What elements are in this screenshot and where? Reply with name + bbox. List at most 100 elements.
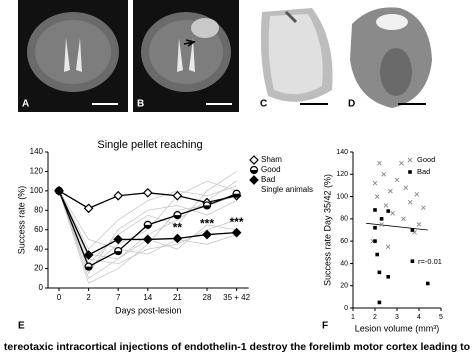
y-tick-label: 100 xyxy=(30,186,44,195)
legend-label: Single animals xyxy=(261,185,313,194)
image-d: D xyxy=(348,7,432,110)
marker xyxy=(142,187,153,198)
x-tick-label: 2 xyxy=(86,293,91,302)
marker xyxy=(377,270,382,275)
image-c: C xyxy=(260,8,333,110)
legend-label: Bad xyxy=(417,167,430,176)
marker-fill xyxy=(144,224,152,229)
x-tick-label: 0 xyxy=(57,293,62,302)
panel-label: C xyxy=(260,99,267,110)
x-tick-label: 1 xyxy=(351,314,355,321)
single-animal-line xyxy=(58,190,237,255)
y-axis-label: Success rate (%) xyxy=(16,186,26,255)
x-axis-label: Lesion volume (mm³) xyxy=(355,323,440,333)
image-a: A xyxy=(18,0,128,112)
marker xyxy=(416,222,422,227)
marker xyxy=(407,199,413,205)
marker xyxy=(379,222,384,227)
marker-fill xyxy=(173,215,181,219)
legend-label: Good xyxy=(261,165,281,174)
legend-label: Sham xyxy=(261,155,282,164)
single-animal-line xyxy=(58,185,237,250)
marker-fill xyxy=(233,193,241,198)
marker xyxy=(202,229,212,240)
y-tick-label: 60 xyxy=(34,225,43,234)
marker xyxy=(383,203,389,208)
marker xyxy=(403,185,409,190)
marker xyxy=(375,252,379,257)
y-tick-label: 120 xyxy=(336,171,348,178)
panel-label: E xyxy=(18,321,25,332)
marker xyxy=(374,194,380,199)
marker xyxy=(401,216,406,222)
panel-label: F xyxy=(322,321,328,332)
marker-fill xyxy=(250,170,258,174)
legend-marker xyxy=(407,157,413,163)
marker xyxy=(113,190,124,201)
marker xyxy=(386,209,390,213)
y-tick-label: 80 xyxy=(340,216,348,223)
marker xyxy=(113,234,124,245)
marker xyxy=(142,234,153,245)
fit-line xyxy=(366,222,428,231)
x-axis-label: Days post-lesion xyxy=(115,305,182,315)
y-tick-label: 0 xyxy=(344,305,348,312)
panel-label: B xyxy=(137,99,144,110)
legend-label: Bad xyxy=(261,175,275,184)
marker xyxy=(377,300,382,305)
y-tick-label: 20 xyxy=(34,264,43,273)
marker xyxy=(373,239,377,243)
y-axis-label: Success rate Day 35/42 (%) xyxy=(322,174,332,286)
y-tick-label: 120 xyxy=(30,167,44,176)
legend-marker xyxy=(249,175,259,185)
x-tick-label: 21 xyxy=(173,293,182,302)
y-tick-label: 140 xyxy=(336,149,348,156)
marker xyxy=(414,192,420,197)
marker xyxy=(83,203,94,214)
legend-marker xyxy=(249,155,259,165)
x-tick-label: 35 + 42 xyxy=(223,293,250,302)
significance: *** xyxy=(200,217,214,231)
marker xyxy=(390,210,395,216)
marker-fill xyxy=(203,205,211,209)
marker xyxy=(372,180,378,186)
marker xyxy=(394,177,400,183)
marker xyxy=(231,227,242,238)
single-animal-line xyxy=(58,190,237,275)
panel-label: A xyxy=(22,99,29,110)
marker xyxy=(388,188,393,194)
marker xyxy=(172,190,183,201)
image-b: B xyxy=(133,0,239,112)
y-tick-label: 40 xyxy=(34,244,43,253)
panel-label: D xyxy=(348,99,355,110)
marker xyxy=(83,250,94,260)
marker xyxy=(386,275,390,279)
marker xyxy=(410,228,415,232)
legend-marker xyxy=(408,170,412,174)
x-tick-label: 5 xyxy=(439,314,443,321)
y-tick-label: 20 xyxy=(340,283,348,290)
marker xyxy=(399,160,404,166)
marker xyxy=(381,171,387,177)
x-tick-label: 4 xyxy=(417,314,421,321)
legend-label: Good xyxy=(417,155,435,164)
x-tick-label: 3 xyxy=(395,314,399,321)
y-tick-label: 0 xyxy=(39,283,44,292)
x-tick-label: 2 xyxy=(373,314,377,321)
marker xyxy=(373,225,377,230)
y-tick-label: 60 xyxy=(340,238,348,245)
marker xyxy=(54,186,64,196)
marker xyxy=(426,281,430,286)
marker-fill xyxy=(85,266,93,271)
y-tick-label: 80 xyxy=(34,205,43,214)
y-tick-label: 100 xyxy=(336,193,348,200)
marker xyxy=(373,208,377,212)
x-tick-label: 7 xyxy=(116,293,121,302)
marker xyxy=(379,217,384,221)
y-tick-label: 140 xyxy=(30,147,44,156)
annotation: r=-0.01 xyxy=(418,257,442,266)
marker xyxy=(421,205,426,211)
x-tick-label: 14 xyxy=(143,293,152,302)
axes xyxy=(47,152,249,289)
marker xyxy=(377,160,382,166)
